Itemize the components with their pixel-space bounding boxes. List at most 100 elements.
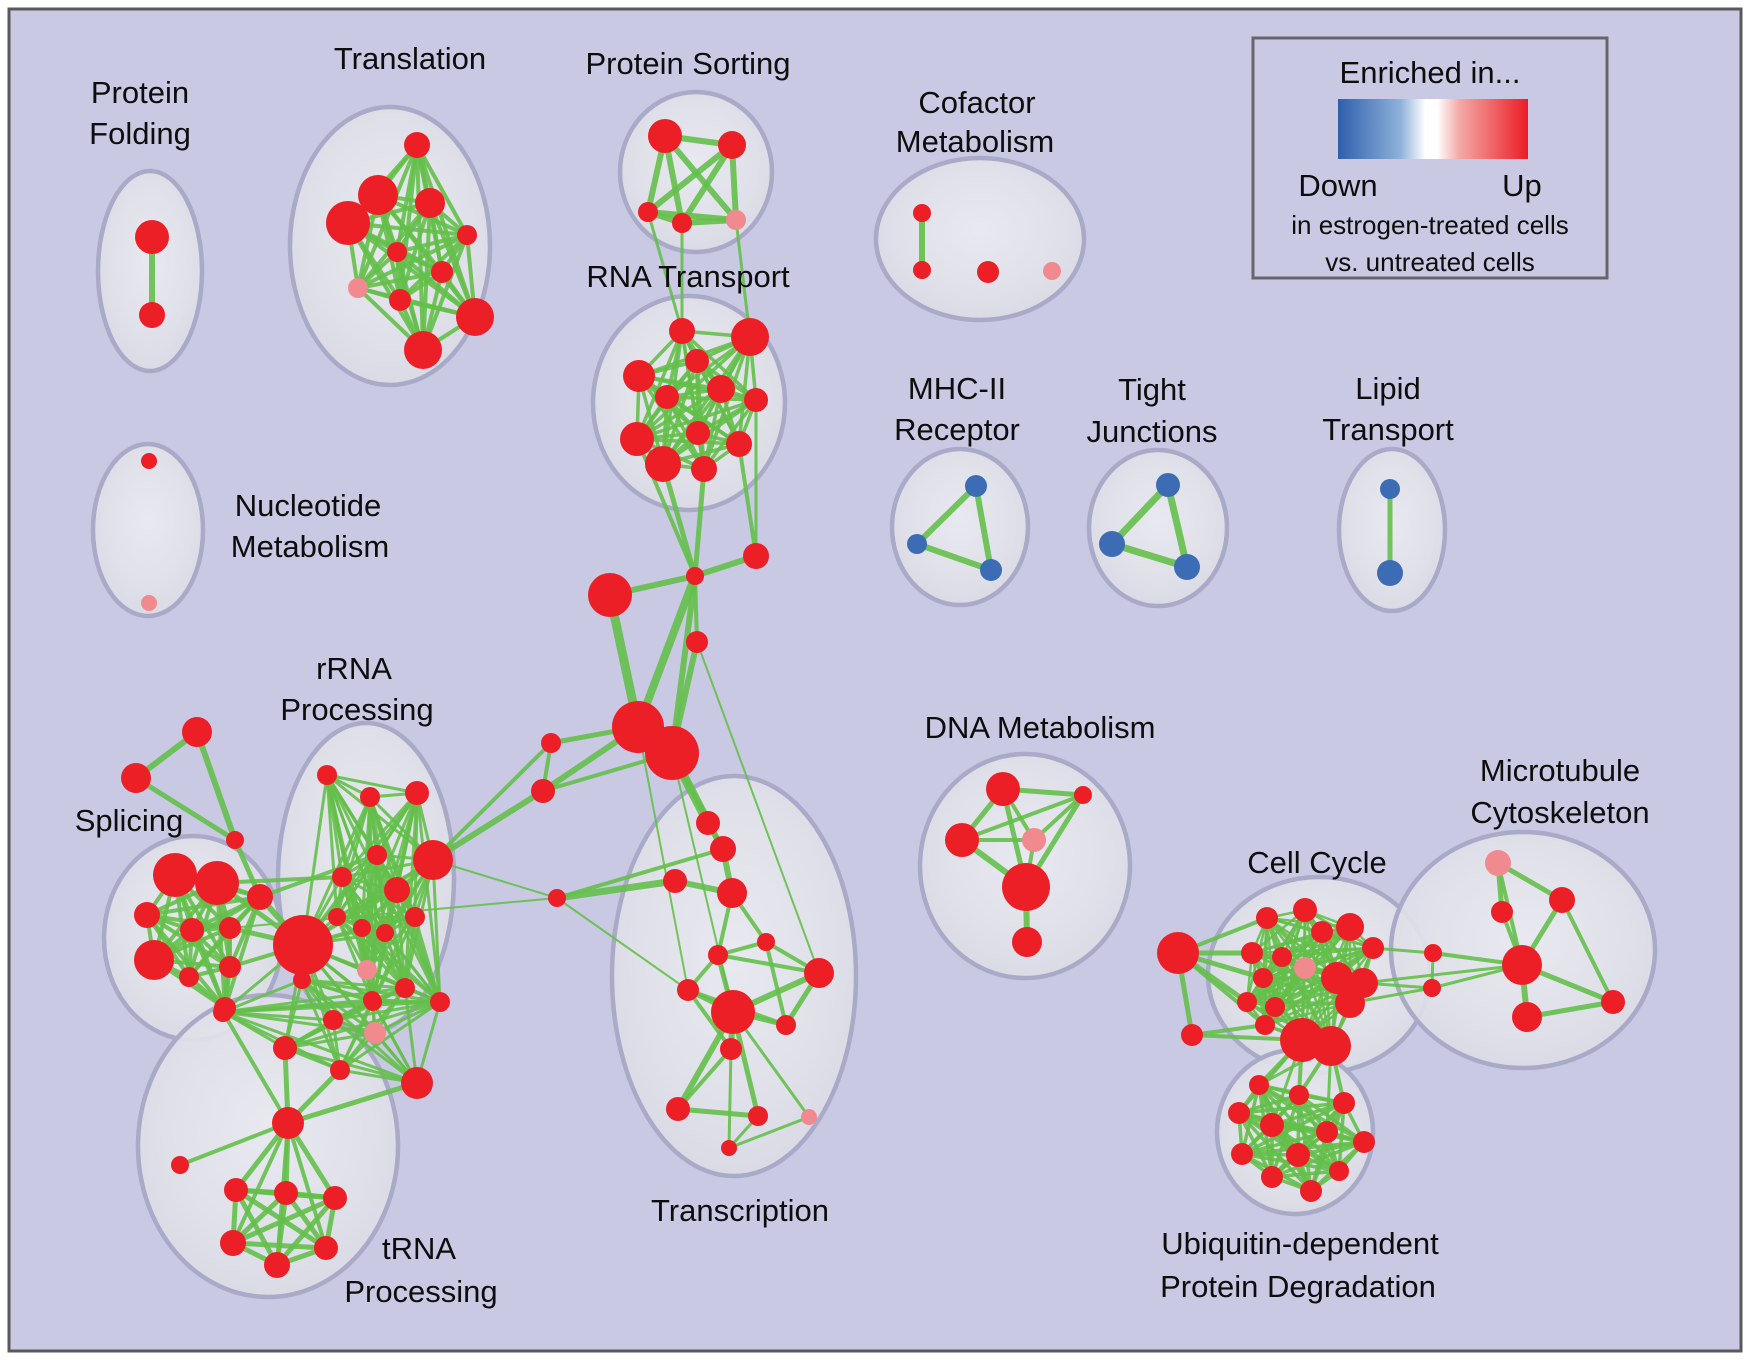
- edge: [335, 915, 407, 990]
- edge: [301, 978, 441, 1004]
- gene-set-node-cc6: [1272, 947, 1292, 967]
- edge: [222, 1010, 376, 1035]
- gene-set-node-cf3: [1043, 262, 1061, 280]
- cluster-label-cell-cycle: Cell Cycle: [1247, 845, 1387, 880]
- legend-title: Enriched in...: [1340, 55, 1521, 90]
- gene-set-node-tr5: [757, 933, 775, 951]
- legend-down-label: Down: [1298, 168, 1377, 203]
- gene-set-node-tr7: [677, 979, 699, 1001]
- gene-set-node-tr0: [696, 811, 720, 835]
- edge: [660, 463, 698, 577]
- cluster-labels: Protein Folding Translation Protein Sorting…: [75, 41, 1650, 1309]
- gene-set-node-rr10: [376, 924, 394, 942]
- gene-set-node-re1: [273, 1036, 297, 1060]
- edge: [677, 1106, 759, 1119]
- gene-set-node-cc8: [1253, 968, 1273, 988]
- gene-set-node-cc5: [1241, 942, 1263, 964]
- edge: [734, 219, 752, 338]
- edge: [179, 1121, 289, 1167]
- edge: [300, 979, 342, 1071]
- gene-set-node-rr8: [328, 908, 346, 926]
- gene-set-node-cch1: [1280, 1018, 1324, 1062]
- gene-set-node-rh: [273, 915, 333, 975]
- gene-set-node-cc4: [1362, 937, 1384, 959]
- edge: [357, 233, 468, 290]
- cluster-label-rrna-processing-line1: rRNA: [316, 651, 392, 686]
- gene-set-node-cc1: [1293, 898, 1317, 922]
- edge: [301, 978, 373, 1002]
- gene-set-node-tn0: [224, 1178, 248, 1202]
- gene-set-node-tr1: [710, 836, 736, 862]
- edge: [383, 932, 442, 1003]
- cluster-label-translation: Translation: [334, 41, 486, 76]
- gene-set-node-nm0: [141, 453, 157, 469]
- cluster-label-splicing: Splicing: [75, 803, 184, 838]
- gene-set-node-tn2: [323, 1186, 347, 1210]
- cluster-ellipse-cofactor-metabolism: [873, 155, 1087, 323]
- edge: [360, 926, 442, 1004]
- gene-set-node-sp5: [247, 884, 273, 910]
- gene-set-node-h2: [645, 726, 699, 780]
- legend-note-line1: in estrogen-treated cells: [1291, 210, 1568, 240]
- gene-set-node-cc0: [1256, 907, 1278, 929]
- gene-set-node-re2: [323, 1010, 343, 1030]
- cluster-label-trna-processing-line2: Processing: [344, 1274, 497, 1309]
- legend-gradient-bar: [1338, 99, 1528, 159]
- edge: [1241, 1130, 1328, 1156]
- gene-set-node-mh1: [907, 534, 927, 554]
- network-nodes: [121, 119, 1625, 1278]
- gene-set-node-mh2: [980, 559, 1002, 581]
- gene-set-node-m0: [1485, 850, 1511, 876]
- gene-set-node-r0: [669, 318, 695, 344]
- edge: [637, 374, 706, 471]
- edge: [222, 998, 373, 1014]
- edge: [637, 726, 689, 991]
- gene-set-node-cf2: [977, 261, 999, 283]
- cluster-label-ubiquitin-degradation-line2: Protein Degradation: [1160, 1269, 1436, 1304]
- gene-set-node-u10: [1329, 1161, 1349, 1181]
- edge: [737, 443, 758, 557]
- edge: [1281, 946, 1374, 959]
- gene-set-node-m5: [1423, 979, 1441, 997]
- gene-set-node-ps1: [718, 131, 746, 159]
- edge: [300, 978, 419, 1085]
- gene-set-node-ps3: [672, 213, 692, 233]
- edge: [371, 998, 441, 1004]
- cluster-label-ubiquitin-degradation-line1: Ubiquitin-dependent: [1161, 1226, 1439, 1261]
- cluster-label-tight-junctions-line1: Tight: [1118, 372, 1186, 407]
- edge: [1246, 966, 1306, 1004]
- gene-set-node-tr9: [776, 1015, 796, 1035]
- edge: [338, 999, 374, 1071]
- gene-set-node-r6: [744, 388, 768, 412]
- edge: [556, 897, 689, 991]
- edge: [403, 792, 419, 989]
- edge: [365, 915, 417, 972]
- cluster-label-nucleotide-metabolism-line2: Metabolism: [231, 529, 390, 564]
- edge: [431, 741, 553, 862]
- gene-set-node-cf0: [913, 204, 931, 222]
- gene-set-node-sp4: [219, 917, 241, 939]
- edge: [396, 233, 468, 254]
- edge: [1110, 540, 1189, 571]
- edge: [415, 144, 469, 236]
- gene-set-node-re9: [363, 991, 381, 1009]
- gene-set-node-cc14: [1255, 1015, 1275, 1035]
- gene-set-node-tn5: [264, 1252, 290, 1278]
- edge: [1262, 925, 1351, 980]
- legend: Enriched in... Down Up in estrogen-treat…: [1251, 36, 1609, 280]
- edge: [325, 774, 339, 918]
- gene-set-node-t1: [358, 175, 398, 215]
- legend-up-label: Up: [1502, 168, 1542, 203]
- edge: [1164, 484, 1191, 568]
- gene-set-node-cc9: [1321, 962, 1353, 994]
- gene-set-node-m7: [1601, 990, 1625, 1014]
- edge: [556, 877, 676, 902]
- gene-set-node-u5: [1316, 1121, 1338, 1143]
- gene-set-node-lp0: [1380, 479, 1400, 499]
- gene-set-node-d3: [1022, 828, 1046, 852]
- edge: [413, 916, 442, 1003]
- gene-set-node-re5: [364, 1022, 386, 1044]
- gene-set-node-cs0: [1157, 932, 1199, 974]
- edge: [284, 1031, 376, 1050]
- edge: [686, 988, 733, 1051]
